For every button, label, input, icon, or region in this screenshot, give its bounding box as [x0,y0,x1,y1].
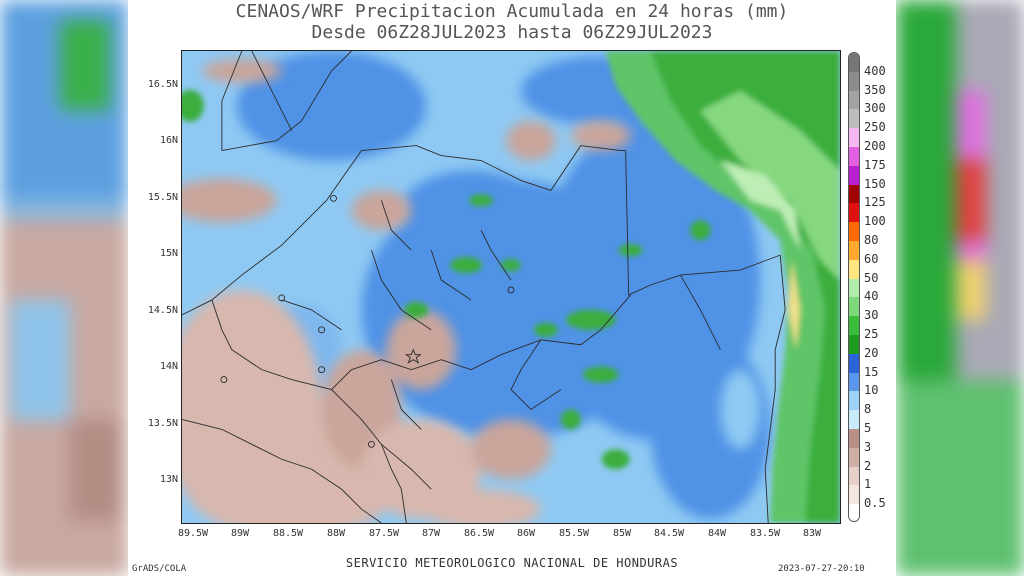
left-blurred-background [0,0,128,576]
colorbar-swatch [849,128,859,148]
colorbar-swatch [849,222,859,242]
colorbar-swatch [849,353,859,374]
lon-label: 84W [707,528,727,539]
lon-label: 89.5W [177,528,209,539]
colorbar-swatch [849,297,859,317]
colorbar-swatch [849,335,859,355]
colorbar-swatch [849,147,859,167]
lon-label: 84.5W [653,528,685,539]
precipitation-field [182,51,840,523]
colorbar-label: 10 [864,383,879,398]
lon-label: 83.5W [749,528,781,539]
agency-footer: SERVICIO METEOROLOGICO NACIONAL DE HONDU… [345,556,679,570]
colorbar-label: 80 [864,233,879,247]
lon-label: 89W [230,528,250,539]
colorbar-label: 8 [864,402,872,417]
colorbar-label: 200 [864,139,886,153]
precipitation-colorbar [848,52,860,522]
lon-label: 88.5W [272,528,304,539]
colorbar-label: 250 [864,120,886,135]
lat-label: 14N [159,361,178,372]
colorbar-label: 400 [864,63,886,78]
colorbar-label: 5 [864,421,872,435]
colorbar-swatch [849,466,859,486]
lon-label: 87.5W [368,528,400,539]
forecast-map-panel: CENAOS/WRF Precipitacion Acumulada en 24… [128,0,896,576]
lat-label: 15N [159,248,178,259]
colorbar-label: 125 [864,195,886,210]
colorbar-label: 300 [864,101,886,116]
lon-label: 86.5W [463,528,495,539]
generated-timestamp: 2023-07-27-20:10 [778,564,865,574]
colorbar-label: 175 [864,157,886,172]
colorbar-swatch [849,278,859,298]
colorbar-label: 3 [864,439,872,454]
lat-label: 13.5N [147,418,178,429]
map-title: CENAOS/WRF Precipitacion Acumulada en 24… [235,1,789,22]
colorbar-label: 2 [864,458,872,473]
colorbar-swatch [849,90,859,110]
lat-label: 16N [159,135,178,146]
lon-label: 87W [421,528,441,539]
lat-label: 14.5N [147,305,178,316]
colorbar-label: 100 [864,214,886,229]
colorbar-swatch [849,429,859,449]
lat-label: 16.5N [147,79,178,90]
lon-label: 83W [802,528,822,539]
colorbar-swatch [849,504,859,521]
lon-label: 86W [516,528,536,539]
software-credit: GrADS/COLA [132,564,187,574]
colorbar-label: 0.5 [864,496,886,511]
lon-label: 88W [326,528,346,539]
colorbar-swatch [849,53,859,73]
colorbar-label: 20 [864,345,879,360]
colorbar-swatch [849,184,859,204]
colorbar-swatch [849,203,859,223]
colorbar-swatch [849,410,859,430]
lon-label: 85W [612,528,632,539]
right-blurred-background [896,0,1024,576]
colorbar-label: 50 [864,270,879,285]
colorbar-swatch [849,165,859,186]
colorbar-label: 1 [864,477,872,492]
lat-label: 13N [159,474,178,485]
colorbar-swatch [849,71,859,92]
lat-label: 15.5N [147,192,178,203]
colorbar-swatch [849,391,859,411]
lon-label: 85.5W [558,528,590,539]
colorbar-label: 30 [864,308,879,323]
colorbar-swatch [849,485,859,505]
colorbar-label: 350 [864,82,886,97]
map-subtitle: Desde 06Z28JUL2023 hasta 06Z29JUL2023 [311,22,713,43]
colorbar-label: 40 [864,289,879,304]
colorbar-swatch [849,372,859,392]
colorbar-swatch [849,241,859,261]
colorbar-swatch [849,109,859,129]
colorbar-swatch [849,259,859,280]
colorbar-swatch [849,447,859,468]
colorbar-label: 15 [864,364,879,379]
colorbar-label: 150 [864,176,886,191]
colorbar-label: 60 [864,251,879,266]
colorbar-label: 25 [864,327,879,341]
colorbar-swatch [849,316,859,336]
precipitation-map [181,50,841,524]
